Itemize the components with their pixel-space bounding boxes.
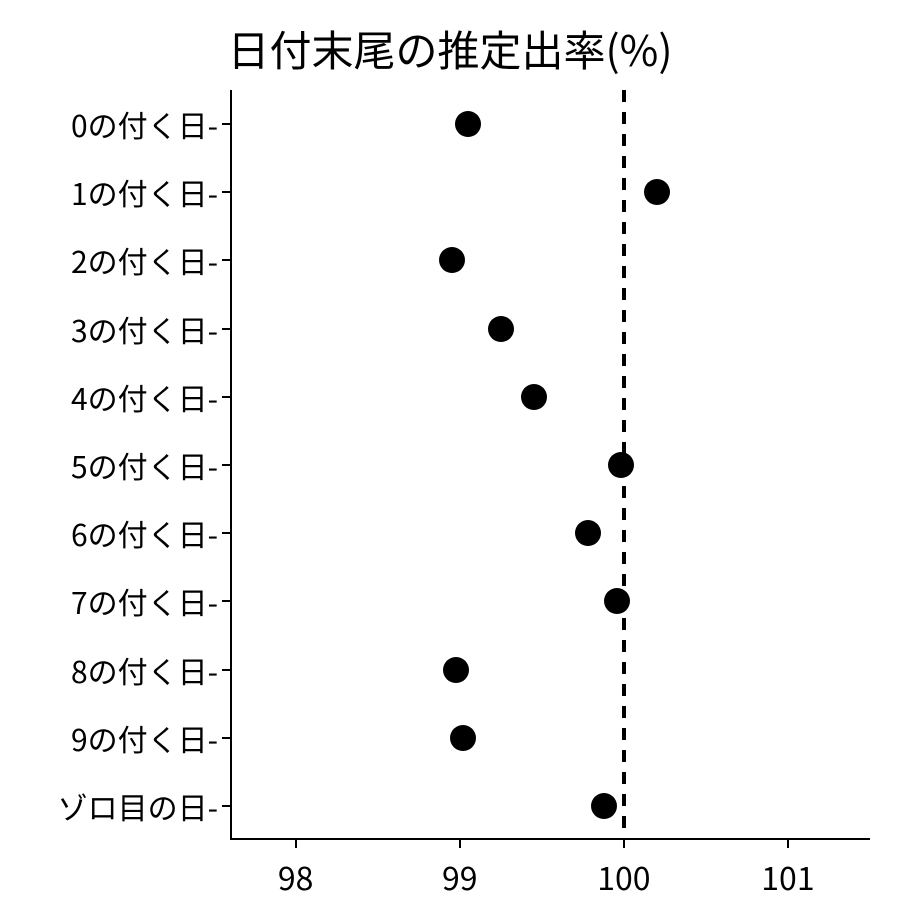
data-point [575,520,601,546]
y-tick-label: 6の付く日- [71,511,218,555]
y-tick [222,396,230,398]
y-tick-label: 7の付く日- [71,579,218,623]
data-point [488,316,514,342]
y-tick-label: 8の付く日- [71,648,218,692]
data-point [455,111,481,137]
data-point [450,725,476,751]
y-tick [222,805,230,807]
y-tick-label: 4の付く日- [71,375,218,419]
x-tick-label: 101 [761,854,814,900]
x-tick-label: 99 [442,854,478,900]
y-tick-label: 1の付く日- [71,170,218,214]
y-tick [222,191,230,193]
x-tick-label: 100 [597,854,650,900]
x-axis-line [230,838,870,840]
y-tick [222,600,230,602]
y-tick-label: ゾロ目の日- [58,784,218,828]
x-tick [295,840,297,848]
y-tick [222,123,230,125]
y-tick-label: 2の付く日- [71,238,218,282]
y-tick-label: 0の付く日- [71,102,218,146]
y-tick [222,737,230,739]
data-point [644,179,670,205]
x-tick [459,840,461,848]
data-point [443,657,469,683]
y-tick [222,328,230,330]
y-tick [222,669,230,671]
data-point [439,247,465,273]
y-tick-label: 3の付く日- [71,307,218,351]
y-tick [222,259,230,261]
data-point [521,384,547,410]
data-point [608,452,634,478]
y-tick-label: 9の付く日- [71,716,218,760]
x-tick [787,840,789,848]
chart-container: 日付末尾の推定出率(%) 9899100101 0の付く日-1の付く日-2の付く… [0,0,900,900]
x-tick-label: 98 [278,854,314,900]
y-tick [222,464,230,466]
data-point [591,793,617,819]
x-tick [623,840,625,848]
plot-area: 9899100101 [230,90,870,840]
y-axis-line [230,90,232,840]
chart-title: 日付末尾の推定出率(%) [0,18,900,79]
y-tick-label: 5の付く日- [71,443,218,487]
data-point [604,588,630,614]
y-tick [222,532,230,534]
